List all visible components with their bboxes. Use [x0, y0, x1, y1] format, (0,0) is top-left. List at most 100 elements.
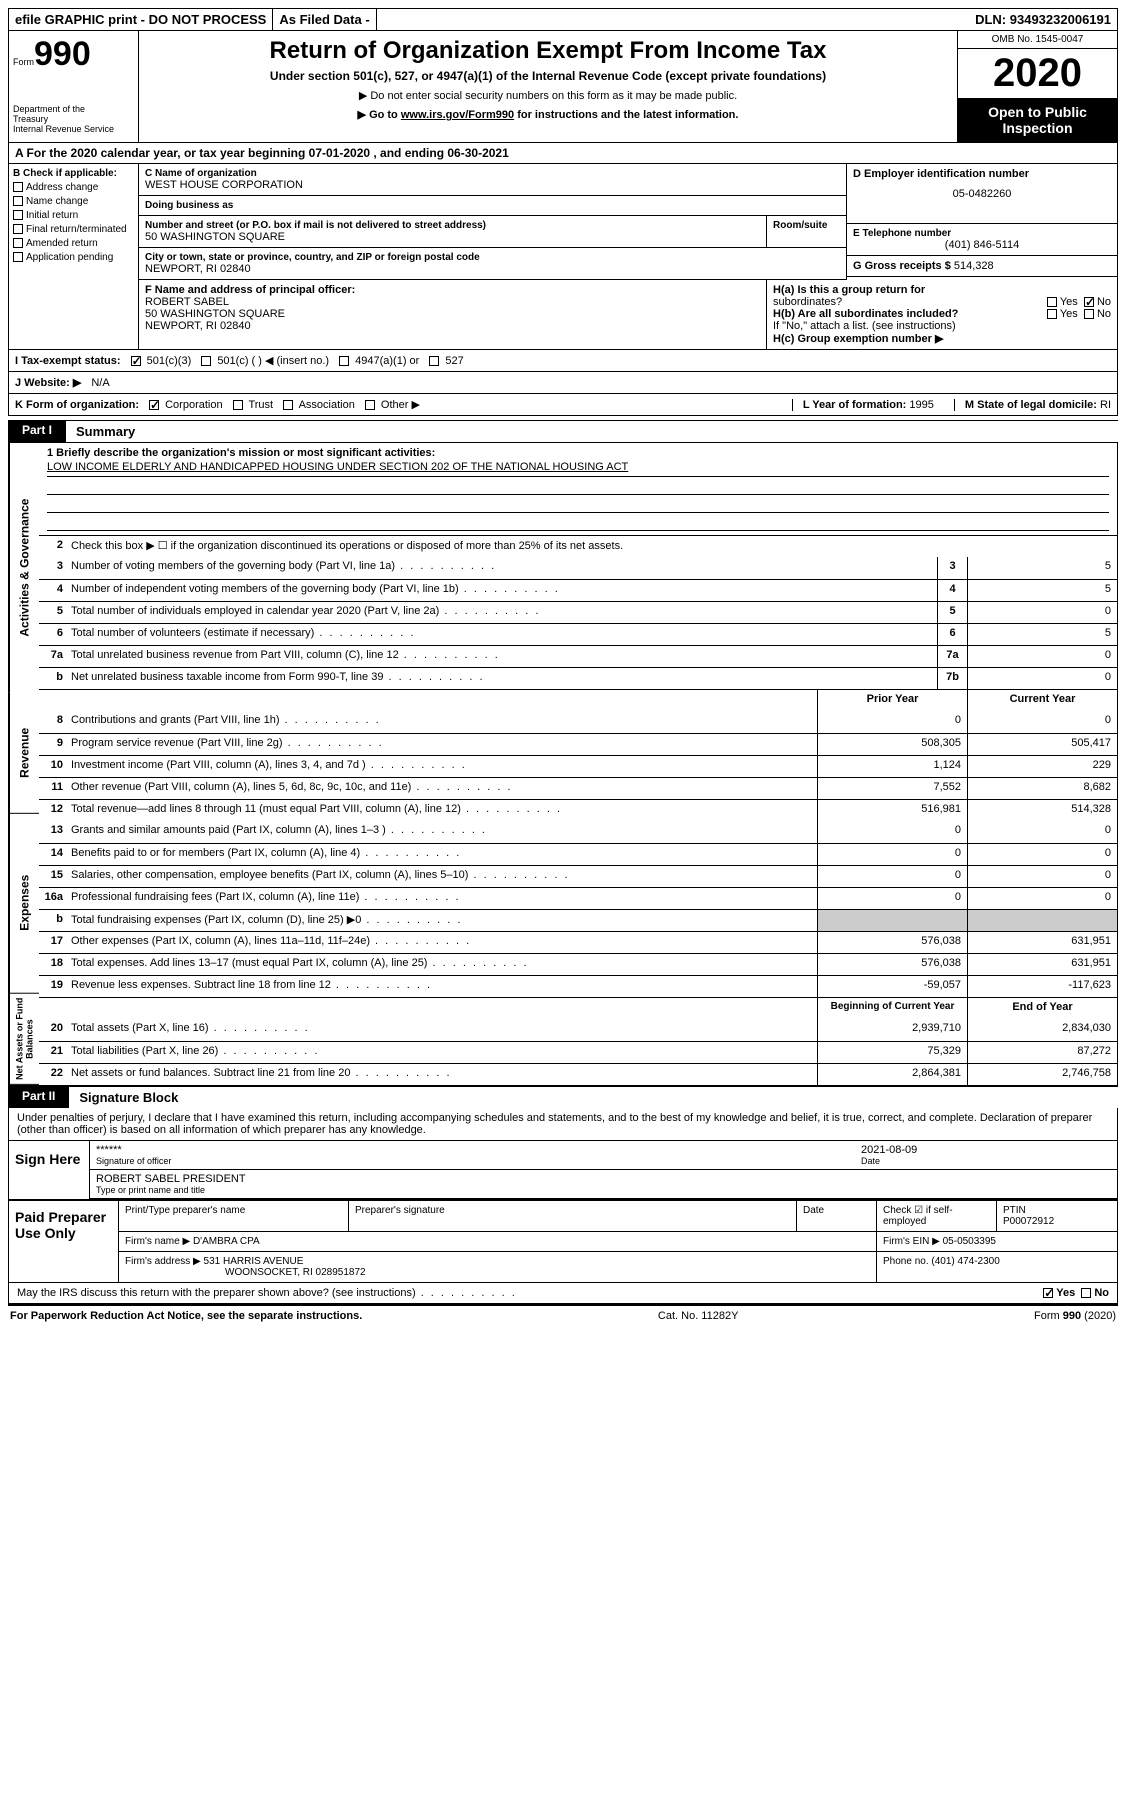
title-box: Return of Organization Exempt From Incom…	[139, 31, 957, 142]
officer-name: ROBERT SABEL	[145, 296, 760, 308]
col-b-checkboxes: B Check if applicable: Address change Na…	[9, 164, 139, 280]
form-number: 990	[34, 35, 91, 73]
hdr-current-year: Current Year	[967, 690, 1117, 711]
summary-line: 21Total liabilities (Part X, line 26)75,…	[39, 1041, 1117, 1063]
signature-redacted: ******	[96, 1144, 841, 1156]
checkbox-ha-no[interactable]	[1084, 297, 1094, 307]
mission-text: LOW INCOME ELDERLY AND HANDICAPPED HOUSI…	[47, 461, 628, 473]
summary-line: 5Total number of individuals employed in…	[39, 601, 1117, 623]
checkbox-name-change[interactable]	[13, 196, 23, 206]
summary-line: 11Other revenue (Part VIII, column (A), …	[39, 777, 1117, 799]
checkbox-association[interactable]	[283, 400, 293, 410]
vtab-expenses: Expenses	[9, 813, 39, 994]
summary-table: Activities & Governance Revenue Expenses…	[8, 442, 1118, 1086]
org-name: WEST HOUSE CORPORATION	[145, 179, 840, 191]
as-filed-label: As Filed Data -	[273, 9, 376, 30]
signature-date: 2021-08-09	[861, 1144, 1111, 1156]
checkbox-other[interactable]	[365, 400, 375, 410]
ssn-note: ▶ Do not enter social security numbers o…	[145, 89, 951, 102]
org-name-cell: C Name of organization WEST HOUSE CORPOR…	[139, 164, 846, 196]
summary-line: 8Contributions and grants (Part VIII, li…	[39, 711, 1117, 733]
checkbox-application-pending[interactable]	[13, 252, 23, 262]
vtab-revenue: Revenue	[9, 693, 39, 814]
checkbox-501c3[interactable]	[131, 356, 141, 366]
officer-name-title: ROBERT SABEL PRESIDENT	[96, 1173, 1111, 1185]
tax-year: 2020	[958, 49, 1117, 98]
firm-ein: 05-0503395	[943, 1236, 996, 1247]
instructions-link[interactable]: www.irs.gov/Form990	[401, 109, 514, 121]
checkbox-address-change[interactable]	[13, 182, 23, 192]
checkbox-hb-no[interactable]	[1084, 309, 1094, 319]
checkbox-527[interactable]	[429, 356, 439, 366]
self-employed-check: Check ☑ if self-employed	[877, 1201, 997, 1231]
discuss-row: May the IRS discuss this return with the…	[9, 1282, 1117, 1303]
summary-line: 17Other expenses (Part IX, column (A), l…	[39, 931, 1117, 953]
checkbox-trust[interactable]	[233, 400, 243, 410]
summary-line: 4Number of independent voting members of…	[39, 579, 1117, 601]
ein-value: 05-0482260	[853, 180, 1111, 200]
ptin-value: P00072912	[1003, 1216, 1054, 1227]
phone-cell: E Telephone number (401) 846-5114	[847, 224, 1117, 256]
vtab-net-assets: Net Assets or Fund Balances	[9, 994, 39, 1085]
street-address: 50 WASHINGTON SQUARE	[145, 231, 766, 243]
line-2: Check this box ▶ ☐ if the organization d…	[67, 536, 1117, 557]
website-value: N/A	[91, 377, 109, 389]
checkbox-amended-return[interactable]	[13, 238, 23, 248]
dept-line-1: Department of the	[13, 104, 134, 114]
vtab-activities: Activities & Governance	[9, 443, 39, 693]
gross-receipts-value: 514,328	[954, 260, 994, 272]
form-page-label: Form 990 (2020)	[1034, 1310, 1116, 1322]
summary-line: 13Grants and similar amounts paid (Part …	[39, 821, 1117, 843]
topbar: efile GRAPHIC print - DO NOT PROCESS As …	[8, 8, 1118, 31]
form-title: Return of Organization Exempt From Incom…	[145, 37, 951, 65]
row-i-tax-exempt: I Tax-exempt status: 501(c)(3) 501(c) ( …	[8, 350, 1118, 372]
paid-preparer-label: Paid Preparer Use Only	[9, 1201, 119, 1282]
hdr-beginning: Beginning of Current Year	[817, 998, 967, 1019]
dln: DLN: 93493232006191	[969, 9, 1117, 30]
hdr-end: End of Year	[967, 998, 1117, 1019]
checkbox-ha-yes[interactable]	[1047, 297, 1057, 307]
checkbox-initial-return[interactable]	[13, 210, 23, 220]
row-a-tax-year: A For the 2020 calendar year, or tax yea…	[8, 143, 1118, 164]
perjury-statement: Under penalties of perjury, I declare th…	[9, 1108, 1117, 1141]
checkbox-hb-yes[interactable]	[1047, 309, 1057, 319]
ein-cell: D Employer identification number 05-0482…	[847, 164, 1117, 224]
paid-preparer-block: Paid Preparer Use Only Print/Type prepar…	[9, 1199, 1117, 1282]
h-group-return: H(a) Is this a group return for subordin…	[767, 280, 1117, 349]
summary-line: 9Program service revenue (Part VIII, lin…	[39, 733, 1117, 755]
part-1-header: Part I Summary	[8, 420, 1118, 442]
form-990-page: efile GRAPHIC print - DO NOT PROCESS As …	[0, 0, 1126, 1334]
summary-line: 15Salaries, other compensation, employee…	[39, 865, 1117, 887]
entity-section: B Check if applicable: Address change Na…	[8, 164, 1118, 280]
summary-line: 6Total number of volunteers (estimate if…	[39, 623, 1117, 645]
summary-line: 22Net assets or fund balances. Subtract …	[39, 1063, 1117, 1085]
checkbox-501c[interactable]	[201, 356, 211, 366]
instructions-note: ▶ Go to www.irs.gov/Form990 for instruct…	[145, 108, 951, 121]
firm-name: D'AMBRA CPA	[193, 1236, 260, 1247]
firm-phone: (401) 474-2300	[931, 1256, 999, 1267]
open-to-public: Open to Public Inspection	[958, 98, 1117, 142]
summary-line: 10Investment income (Part VIII, column (…	[39, 755, 1117, 777]
city-cell: City or town, state or province, country…	[139, 248, 846, 280]
form-prefix: Form	[13, 57, 34, 67]
vertical-tabs: Activities & Governance Revenue Expenses…	[9, 443, 39, 1085]
summary-line: 12Total revenue—add lines 8 through 11 (…	[39, 799, 1117, 821]
summary-line: 19Revenue less expenses. Subtract line 1…	[39, 975, 1117, 997]
mission-block: 1 Briefly describe the organization's mi…	[39, 443, 1117, 535]
checkbox-4947[interactable]	[339, 356, 349, 366]
checkbox-discuss-no[interactable]	[1081, 1288, 1091, 1298]
phone-value: (401) 846-5114	[853, 239, 1111, 251]
col-c: C Name of organization WEST HOUSE CORPOR…	[139, 164, 847, 280]
form-subtitle: Under section 501(c), 527, or 4947(a)(1)…	[145, 69, 951, 83]
checkbox-final-return[interactable]	[13, 224, 23, 234]
row-j-website: J Website: ▶ N/A	[8, 372, 1118, 394]
footer: For Paperwork Reduction Act Notice, see …	[8, 1304, 1118, 1326]
gross-receipts-cell: G Gross receipts $ 514,328	[847, 256, 1117, 277]
paperwork-notice: For Paperwork Reduction Act Notice, see …	[10, 1310, 362, 1322]
checkbox-discuss-yes[interactable]	[1043, 1288, 1053, 1298]
state-domicile: RI	[1100, 399, 1111, 411]
checkbox-corporation[interactable]	[149, 400, 159, 410]
year-box: OMB No. 1545-0047 2020 Open to Public In…	[957, 31, 1117, 142]
col-d: D Employer identification number 05-0482…	[847, 164, 1117, 280]
summary-line: 16aProfessional fundraising fees (Part I…	[39, 887, 1117, 909]
